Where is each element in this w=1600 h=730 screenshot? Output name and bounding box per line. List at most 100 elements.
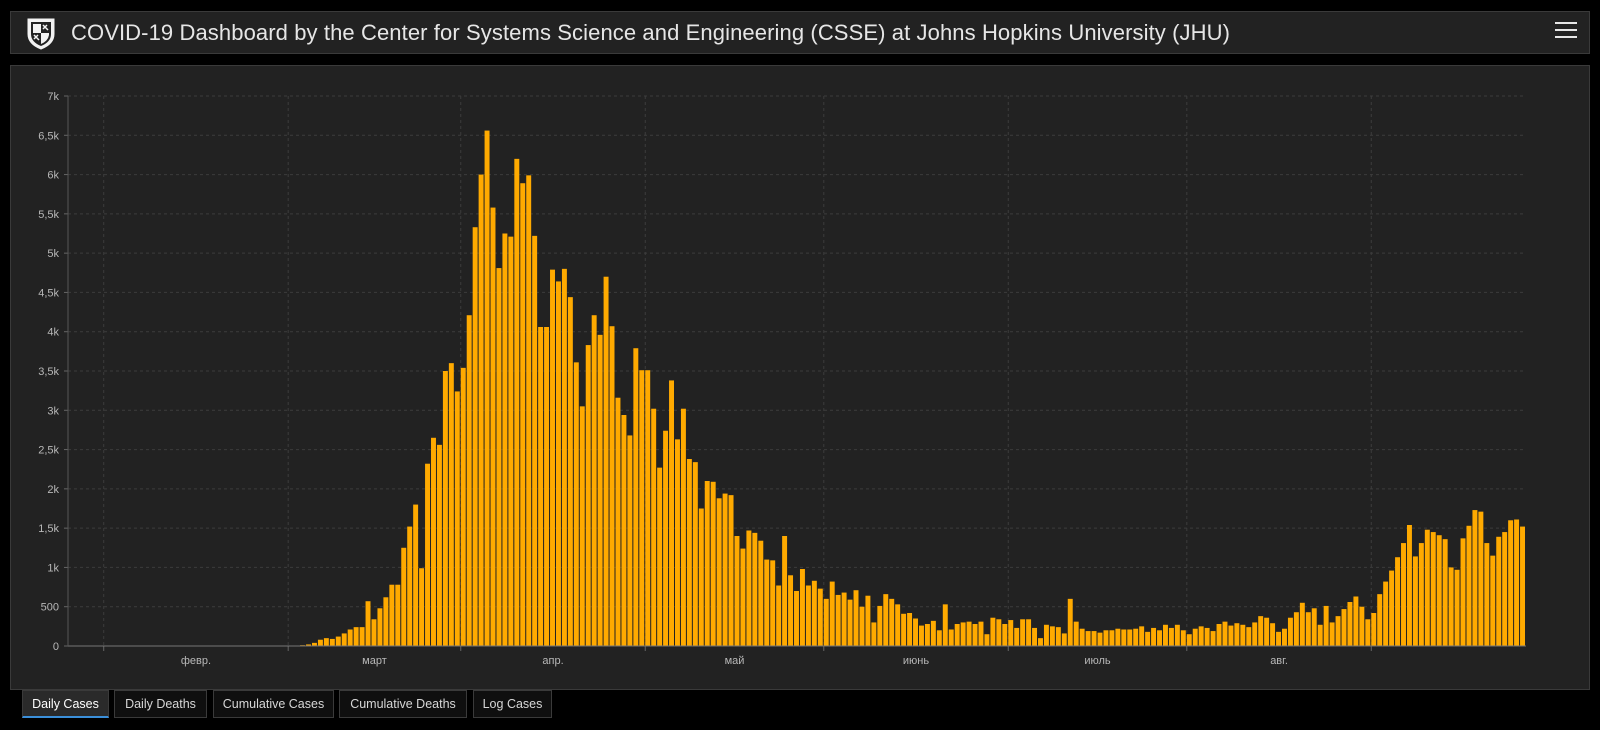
bar[interactable] <box>1055 627 1061 646</box>
hamburger-menu-icon[interactable] <box>1555 22 1577 44</box>
bar[interactable] <box>776 585 782 647</box>
bar[interactable] <box>1282 628 1287 646</box>
bar[interactable] <box>1508 520 1514 646</box>
bar[interactable] <box>573 362 579 646</box>
bar[interactable] <box>597 334 603 646</box>
bar[interactable] <box>1406 525 1412 646</box>
bar[interactable] <box>972 624 978 646</box>
bar[interactable] <box>401 547 407 646</box>
bar[interactable] <box>1490 555 1496 646</box>
bar[interactable] <box>1079 628 1085 646</box>
bar[interactable] <box>686 459 692 646</box>
bar[interactable] <box>1222 621 1228 646</box>
bar[interactable] <box>329 638 335 646</box>
bar[interactable] <box>698 508 704 647</box>
bar[interactable] <box>1133 628 1139 646</box>
bar[interactable] <box>740 548 746 646</box>
bar[interactable] <box>1514 519 1520 647</box>
bar[interactable] <box>1335 616 1341 646</box>
bar[interactable] <box>347 629 353 647</box>
bar[interactable] <box>591 315 597 646</box>
bar[interactable] <box>1472 510 1478 646</box>
bar[interactable] <box>728 495 734 646</box>
bar[interactable] <box>984 634 990 646</box>
bar[interactable] <box>1371 613 1377 646</box>
bar[interactable] <box>692 462 698 646</box>
bar[interactable] <box>431 437 436 646</box>
bar[interactable] <box>1109 630 1115 646</box>
bar[interactable] <box>1389 570 1395 646</box>
bar[interactable] <box>1020 619 1026 646</box>
bar[interactable] <box>1097 632 1103 646</box>
tab-daily-deaths[interactable]: Daily Deaths <box>114 690 207 718</box>
bar[interactable] <box>930 620 936 646</box>
bar[interactable] <box>1032 627 1038 646</box>
bar[interactable] <box>1305 612 1311 646</box>
bar[interactable] <box>1210 631 1216 646</box>
bar[interactable] <box>1270 623 1276 646</box>
bar[interactable] <box>561 268 567 646</box>
bar[interactable] <box>669 380 675 646</box>
bar[interactable] <box>1418 543 1424 646</box>
bar[interactable] <box>1401 543 1406 646</box>
bar[interactable] <box>603 276 609 646</box>
tab-cumulative-cases[interactable]: Cumulative Cases <box>213 690 334 718</box>
bar[interactable] <box>734 536 740 646</box>
bar[interactable] <box>1091 631 1097 646</box>
bar[interactable] <box>514 158 520 646</box>
bar[interactable] <box>383 597 389 646</box>
bar[interactable] <box>770 560 776 646</box>
bar[interactable] <box>907 613 913 646</box>
bar[interactable] <box>1287 617 1293 646</box>
bar[interactable] <box>502 233 508 647</box>
bar[interactable] <box>871 622 877 646</box>
bar[interactable] <box>710 481 716 646</box>
bar[interactable] <box>395 584 401 646</box>
bar[interactable] <box>823 598 829 646</box>
bar[interactable] <box>448 363 454 646</box>
bar[interactable] <box>425 463 431 646</box>
bar[interactable] <box>1353 596 1359 647</box>
bar[interactable] <box>1293 612 1299 646</box>
bar[interactable] <box>1317 624 1323 646</box>
bar[interactable] <box>550 269 555 646</box>
bar[interactable] <box>1192 628 1198 646</box>
bar[interactable] <box>377 608 383 646</box>
bar[interactable] <box>484 130 490 647</box>
bar[interactable] <box>1198 626 1204 646</box>
bar[interactable] <box>335 636 341 646</box>
bar[interactable] <box>371 619 377 646</box>
bar[interactable] <box>1258 616 1264 646</box>
bar[interactable] <box>1008 620 1014 646</box>
tab-log-cases[interactable]: Log Cases <box>473 690 552 718</box>
bar[interactable] <box>948 629 954 647</box>
bar[interactable] <box>1395 557 1401 646</box>
bar[interactable] <box>758 540 764 646</box>
bar[interactable] <box>306 644 311 646</box>
bar[interactable] <box>1216 624 1222 646</box>
bar[interactable] <box>633 348 639 646</box>
bar[interactable] <box>353 627 359 646</box>
bar[interactable] <box>1460 538 1466 646</box>
bar[interactable] <box>1049 626 1055 646</box>
bar[interactable] <box>1502 532 1508 646</box>
bar[interactable] <box>918 625 924 646</box>
bar[interactable] <box>889 598 895 646</box>
bar[interactable] <box>990 617 996 646</box>
bar[interactable] <box>460 367 466 646</box>
tab-cumulative-deaths[interactable]: Cumulative Deaths <box>339 690 467 718</box>
bar[interactable] <box>966 621 972 646</box>
bar[interactable] <box>1103 630 1109 646</box>
bar[interactable] <box>752 532 758 646</box>
bar[interactable] <box>1180 630 1186 646</box>
tab-daily-cases[interactable]: Daily Cases <box>22 690 109 718</box>
bar[interactable] <box>1484 543 1490 646</box>
bar[interactable] <box>490 207 496 647</box>
bar[interactable] <box>323 638 329 646</box>
bar[interactable] <box>1496 536 1502 646</box>
bar[interactable] <box>1359 606 1365 646</box>
bar[interactable] <box>538 327 544 646</box>
bar[interactable] <box>1246 627 1252 646</box>
bar[interactable] <box>1085 631 1091 646</box>
bar[interactable] <box>936 630 942 646</box>
